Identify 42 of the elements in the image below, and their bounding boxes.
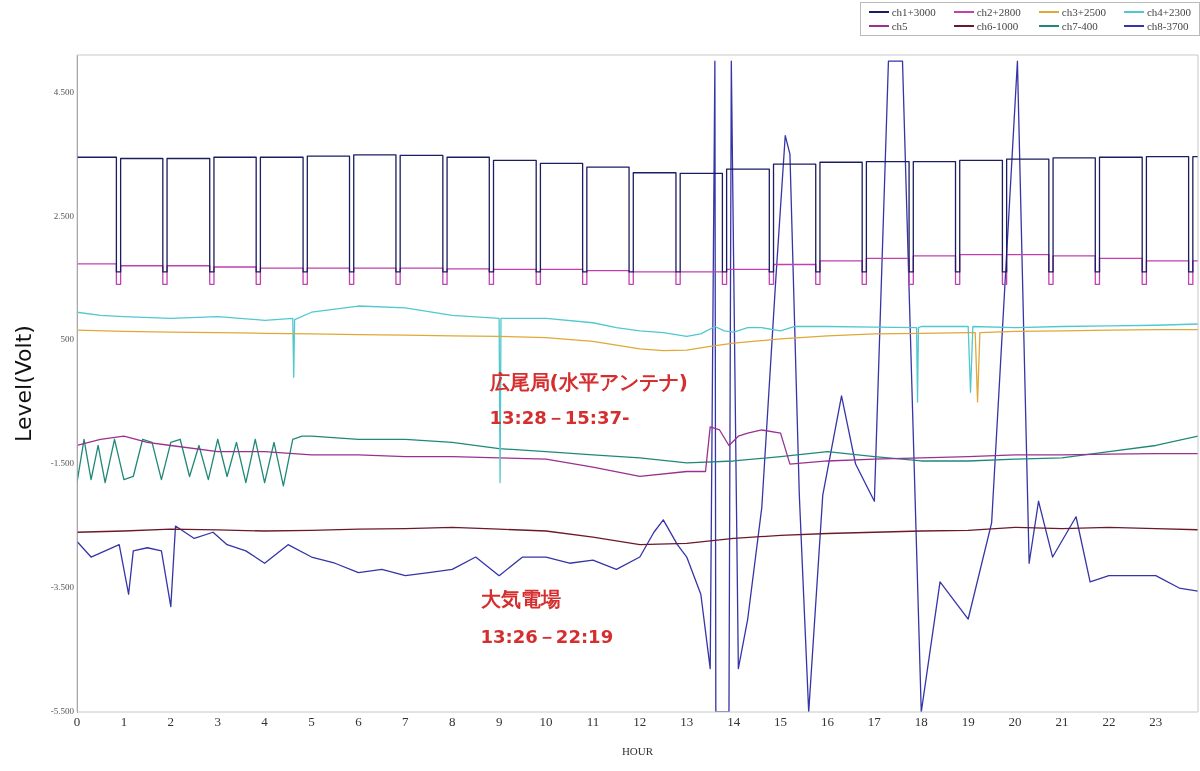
x-tick-label: 15 xyxy=(774,714,788,730)
x-tick-label: 7 xyxy=(402,714,410,730)
y-tick-label: -1.500 xyxy=(50,458,75,469)
legend-label: ch6-1000 xyxy=(976,20,1019,32)
x-tick-label: 10 xyxy=(539,714,553,730)
x-tick-label: 2 xyxy=(167,714,175,730)
x-tick-label: 14 xyxy=(727,714,741,730)
legend-label: ch2+2800 xyxy=(976,6,1021,18)
annotation: 大気電場 xyxy=(480,586,561,611)
x-tick-label: 22 xyxy=(1102,714,1116,730)
legend-label: ch4+2300 xyxy=(1146,6,1191,18)
y-tick-label: 4.500 xyxy=(53,86,75,97)
x-tick-label: 16 xyxy=(820,714,835,730)
x-tick-label: 11 xyxy=(586,714,600,730)
x-tick-label: 19 xyxy=(961,714,975,730)
y-tick-label: 2.500 xyxy=(53,210,75,221)
x-tick-label: 18 xyxy=(914,714,928,730)
x-tick-label: 3 xyxy=(214,714,221,730)
x-tick-label: 23 xyxy=(1149,714,1163,730)
legend-label: ch5 xyxy=(891,20,908,32)
y-axis-title: Level(Volt) xyxy=(10,325,36,442)
x-tick-label: 12 xyxy=(633,714,647,730)
y-tick-label: -5.500 xyxy=(50,706,75,717)
y-tick-label: -3.500 xyxy=(50,582,75,593)
x-tick-label: 1 xyxy=(120,714,128,730)
x-tick-label: 6 xyxy=(355,714,363,730)
x-axis-title: HOUR xyxy=(621,745,654,758)
legend-label: ch7-400 xyxy=(1061,20,1098,32)
x-tick-label: 9 xyxy=(495,714,503,730)
x-tick-label: 8 xyxy=(448,714,456,730)
y-tick-label: 500 xyxy=(60,334,75,345)
legend-label: ch8-3700 xyxy=(1146,20,1189,32)
x-tick-label: 0 xyxy=(73,714,81,730)
legend-label: ch1+3000 xyxy=(891,6,936,18)
x-tick-label: 13 xyxy=(680,714,694,730)
x-tick-label: 4 xyxy=(261,714,269,730)
annotation: 13:26－22:19 xyxy=(480,626,614,648)
x-tick-label: 20 xyxy=(1008,714,1022,730)
x-tick-label: 5 xyxy=(308,714,315,730)
x-tick-label: 21 xyxy=(1055,714,1069,730)
legend-label: ch3+2500 xyxy=(1061,6,1106,18)
x-tick-label: 17 xyxy=(867,714,882,730)
